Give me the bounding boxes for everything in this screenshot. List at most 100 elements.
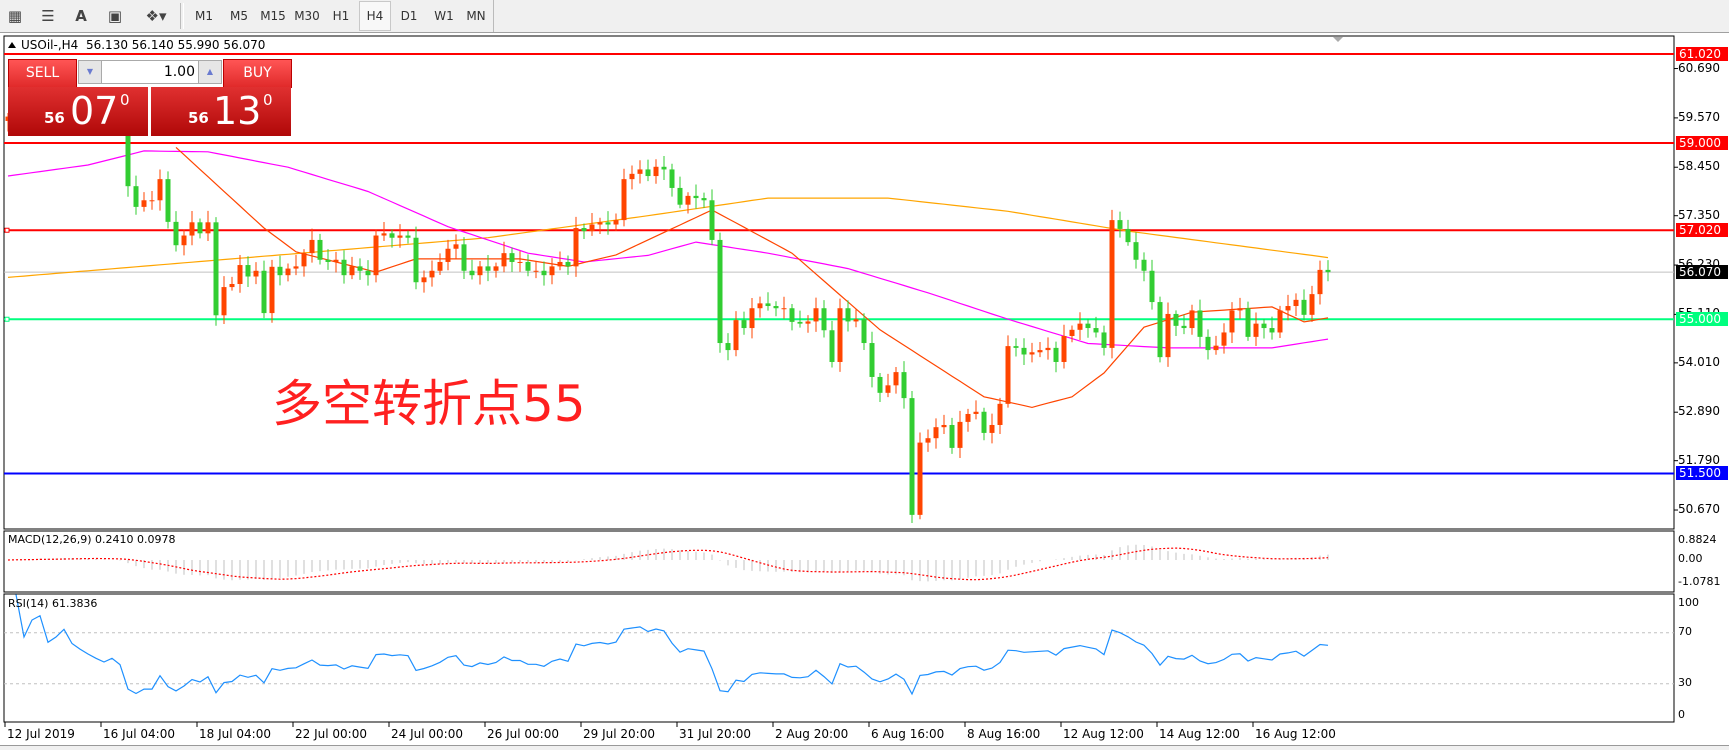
x-tick-label: 16 Aug 12:00 — [1255, 727, 1336, 741]
bear-candle — [469, 270, 475, 276]
timeframe-h1[interactable]: H1 — [332, 9, 350, 23]
bull-candle — [237, 265, 243, 284]
sell-price-box[interactable]: 56 07 0 — [8, 87, 148, 136]
bear-candle — [661, 166, 667, 170]
bull-candle — [589, 224, 595, 232]
bull-candle — [805, 321, 811, 324]
x-tick-label: 26 Jul 00:00 — [487, 727, 559, 741]
chart-title: USOil-,H4 56.130 56.140 55.990 56.070 — [8, 38, 265, 52]
price-line-tag: 56.070 — [1676, 265, 1728, 280]
bear-candle — [981, 411, 987, 433]
bull-candle — [733, 320, 739, 351]
bear-candle — [405, 235, 411, 238]
bull-candle — [477, 266, 483, 276]
bear-candle — [1085, 323, 1091, 329]
x-tick-label: 16 Jul 04:00 — [103, 727, 175, 741]
sell-button[interactable]: SELL — [8, 59, 77, 88]
bull-candle — [933, 427, 939, 439]
bull-candle — [421, 277, 427, 283]
bull-candle — [941, 424, 947, 428]
bull-candle — [269, 266, 275, 314]
bull-candle — [573, 228, 579, 267]
bull-candle — [1253, 323, 1259, 337]
bear-candle — [581, 228, 587, 232]
bull-candle — [1165, 313, 1171, 358]
bull-candle — [429, 270, 435, 278]
bull-candle — [925, 438, 931, 443]
timeframe-d1[interactable]: D1 — [400, 9, 418, 23]
bear-candle — [317, 239, 323, 260]
bear-candle — [325, 259, 331, 262]
timeframe-m30[interactable]: M30 — [294, 9, 320, 23]
bull-candle — [1213, 345, 1219, 351]
bear-candle — [565, 261, 571, 267]
bear-candle — [1325, 269, 1331, 273]
bull-candle — [1045, 347, 1051, 351]
bear-candle — [1197, 310, 1203, 337]
horizontal-scrollbar[interactable] — [0, 745, 1729, 750]
bull-candle — [1285, 306, 1291, 311]
one-click-trading-panel: SELL ▼ 1.00 ▲ BUY 56 07 0 56 13 0 — [8, 58, 292, 136]
bear-candle — [949, 424, 955, 448]
bull-candle — [1277, 310, 1283, 333]
bear-candle — [1205, 336, 1211, 351]
collapse-triangle-icon[interactable] — [8, 42, 16, 48]
bull-candle — [149, 200, 155, 202]
timeframe-m15[interactable]: M15 — [260, 9, 286, 23]
decrease-lot-icon[interactable]: ▼ — [79, 61, 102, 83]
timeframe-h4[interactable]: H4 — [359, 1, 391, 31]
bull-candle — [1229, 310, 1235, 333]
bull-candle — [653, 166, 659, 177]
x-tick-label: 8 Aug 16:00 — [967, 727, 1041, 741]
buy-price-prefix: 56 — [188, 109, 209, 127]
bear-candle — [357, 266, 363, 271]
price-line-tag: 61.020 — [1676, 47, 1728, 61]
bull-candle — [309, 239, 315, 254]
lot-stepper[interactable]: ▼ 1.00 ▲ — [78, 60, 222, 84]
bear-candle — [365, 270, 371, 276]
timeframe-m5[interactable]: M5 — [230, 9, 248, 23]
y-tick-label: 58.450 — [1678, 159, 1720, 174]
macd-tick-label: -1.0781 — [1678, 575, 1721, 589]
lot-input[interactable]: 1.00 — [163, 64, 195, 80]
bear-candle — [1125, 228, 1131, 243]
arrows-dropdown-icon[interactable]: ❖▾ — [145, 7, 167, 25]
bear-candle — [845, 308, 851, 322]
bear-candle — [605, 222, 611, 225]
text-box-icon[interactable]: ▣ — [107, 7, 123, 25]
bear-candle — [701, 198, 707, 201]
bear-candle — [277, 266, 283, 276]
bear-candle — [1013, 346, 1019, 348]
bull-candle — [973, 411, 979, 414]
bear-candle — [1117, 220, 1123, 229]
timeframe-mn[interactable]: MN — [466, 9, 486, 23]
buy-price-box[interactable]: 56 13 0 — [151, 87, 291, 136]
y-tick-label: 51.790 — [1678, 452, 1720, 467]
buy-button[interactable]: BUY — [223, 59, 292, 88]
x-tick-label: 12 Jul 2019 — [7, 727, 75, 741]
text-label-icon[interactable]: A — [75, 7, 87, 25]
y-tick-label: 59.570 — [1678, 109, 1720, 124]
bear-candle — [877, 376, 883, 393]
bull-candle — [1317, 269, 1323, 295]
fibonacci-icon[interactable]: ☰ — [41, 7, 55, 25]
bull-candle — [445, 248, 451, 262]
y-tick-label: 60.690 — [1678, 60, 1720, 75]
bear-candle — [197, 222, 203, 234]
bull-candle — [1061, 335, 1067, 362]
bear-candle — [693, 195, 699, 199]
bear-candle — [413, 237, 419, 283]
bear-candle — [725, 343, 731, 351]
price-line-tag: 51.500 — [1676, 466, 1728, 481]
increase-lot-icon[interactable]: ▲ — [198, 61, 221, 83]
bull-candle — [349, 266, 355, 276]
x-tick-label: 12 Aug 12:00 — [1063, 727, 1144, 741]
expert-chart-icon[interactable]: ▦ — [7, 7, 23, 25]
timeframe-m1[interactable]: M1 — [195, 9, 213, 23]
bull-candle — [1069, 329, 1075, 336]
x-tick-label: 18 Jul 04:00 — [199, 727, 271, 741]
bull-candle — [437, 261, 443, 271]
macd-label: MACD(12,26,9) 0.2410 0.0978 — [8, 533, 176, 546]
timeframe-w1[interactable]: W1 — [434, 9, 454, 23]
bear-candle — [829, 330, 835, 362]
